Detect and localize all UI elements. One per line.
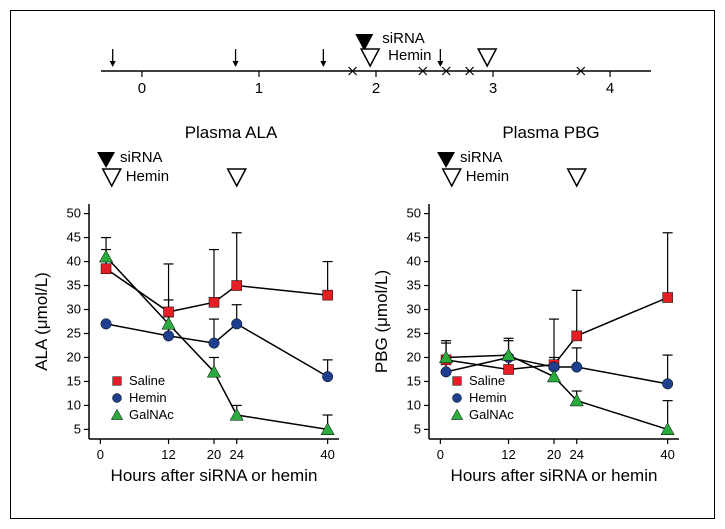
svg-text:5: 5	[74, 421, 81, 436]
svg-text:GalNAc: GalNAc	[129, 407, 174, 422]
charts-area: Plasma ALA Plasma PBG siRNAHemin51015202…	[11, 141, 714, 511]
svg-text:30: 30	[407, 302, 421, 317]
svg-text:15: 15	[407, 373, 421, 388]
svg-text:PBG (μmol/L): PBG (μmol/L)	[372, 270, 391, 373]
chart-ala: siRNAHemin5101520253035404550012202440Ho…	[31, 149, 361, 504]
svg-text:20: 20	[67, 349, 81, 364]
svg-text:2: 2	[372, 80, 380, 97]
svg-text:25: 25	[407, 325, 421, 340]
figure-container: 01234DayssiRNAHemin Plasma ALA Plasma PB…	[10, 10, 715, 519]
svg-text:20: 20	[407, 349, 421, 364]
svg-text:30: 30	[67, 302, 81, 317]
svg-text:50: 50	[407, 206, 421, 221]
svg-text:Hours after siRNA or hemin: Hours after siRNA or hemin	[451, 466, 658, 485]
svg-text:Hemin: Hemin	[469, 390, 507, 405]
svg-text:1: 1	[255, 80, 263, 97]
svg-text:35: 35	[67, 278, 81, 293]
svg-text:Saline: Saline	[469, 373, 505, 388]
svg-text:0: 0	[437, 447, 444, 462]
svg-text:40: 40	[660, 447, 674, 462]
chart-ala-title: Plasma ALA	[131, 123, 331, 143]
svg-text:25: 25	[67, 325, 81, 340]
svg-text:10: 10	[407, 397, 421, 412]
svg-text:15: 15	[67, 373, 81, 388]
svg-text:5: 5	[414, 421, 421, 436]
svg-text:40: 40	[320, 447, 334, 462]
svg-text:GalNAc: GalNAc	[469, 407, 514, 422]
svg-text:siRNA: siRNA	[460, 149, 503, 166]
svg-text:45: 45	[407, 230, 421, 245]
svg-text:12: 12	[501, 447, 515, 462]
chart-pbg: siRNAHemin5101520253035404550012202440Ho…	[371, 149, 701, 504]
svg-text:10: 10	[67, 397, 81, 412]
legend: Saline Hemin GalNAc	[451, 373, 514, 422]
svg-text:50: 50	[67, 206, 81, 221]
svg-text:Hemin: Hemin	[388, 47, 431, 64]
svg-text:35: 35	[407, 278, 421, 293]
svg-text:Hemin: Hemin	[466, 168, 509, 185]
svg-text:Saline: Saline	[129, 373, 165, 388]
svg-text:20: 20	[547, 447, 561, 462]
svg-text:0: 0	[97, 447, 104, 462]
svg-text:Hours after siRNA or hemin: Hours after siRNA or hemin	[111, 466, 318, 485]
svg-text:24: 24	[569, 447, 583, 462]
svg-text:40: 40	[67, 254, 81, 269]
legend: Saline Hemin GalNAc	[111, 373, 174, 422]
svg-text:ALA (μmol/L): ALA (μmol/L)	[32, 272, 51, 371]
svg-text:0: 0	[138, 80, 146, 97]
svg-text:40: 40	[407, 254, 421, 269]
svg-text:12: 12	[161, 447, 175, 462]
chart-pbg-title: Plasma PBG	[451, 123, 651, 143]
svg-text:4: 4	[606, 80, 614, 97]
svg-text:24: 24	[229, 447, 243, 462]
svg-text:siRNA: siRNA	[382, 30, 425, 47]
svg-text:45: 45	[67, 230, 81, 245]
svg-text:3: 3	[489, 80, 497, 97]
svg-text:Hemin: Hemin	[129, 390, 167, 405]
timeline-panel: 01234DayssiRNAHemin	[71, 23, 671, 113]
svg-text:Hemin: Hemin	[126, 168, 169, 185]
svg-text:20: 20	[207, 447, 221, 462]
svg-text:siRNA: siRNA	[120, 149, 163, 166]
